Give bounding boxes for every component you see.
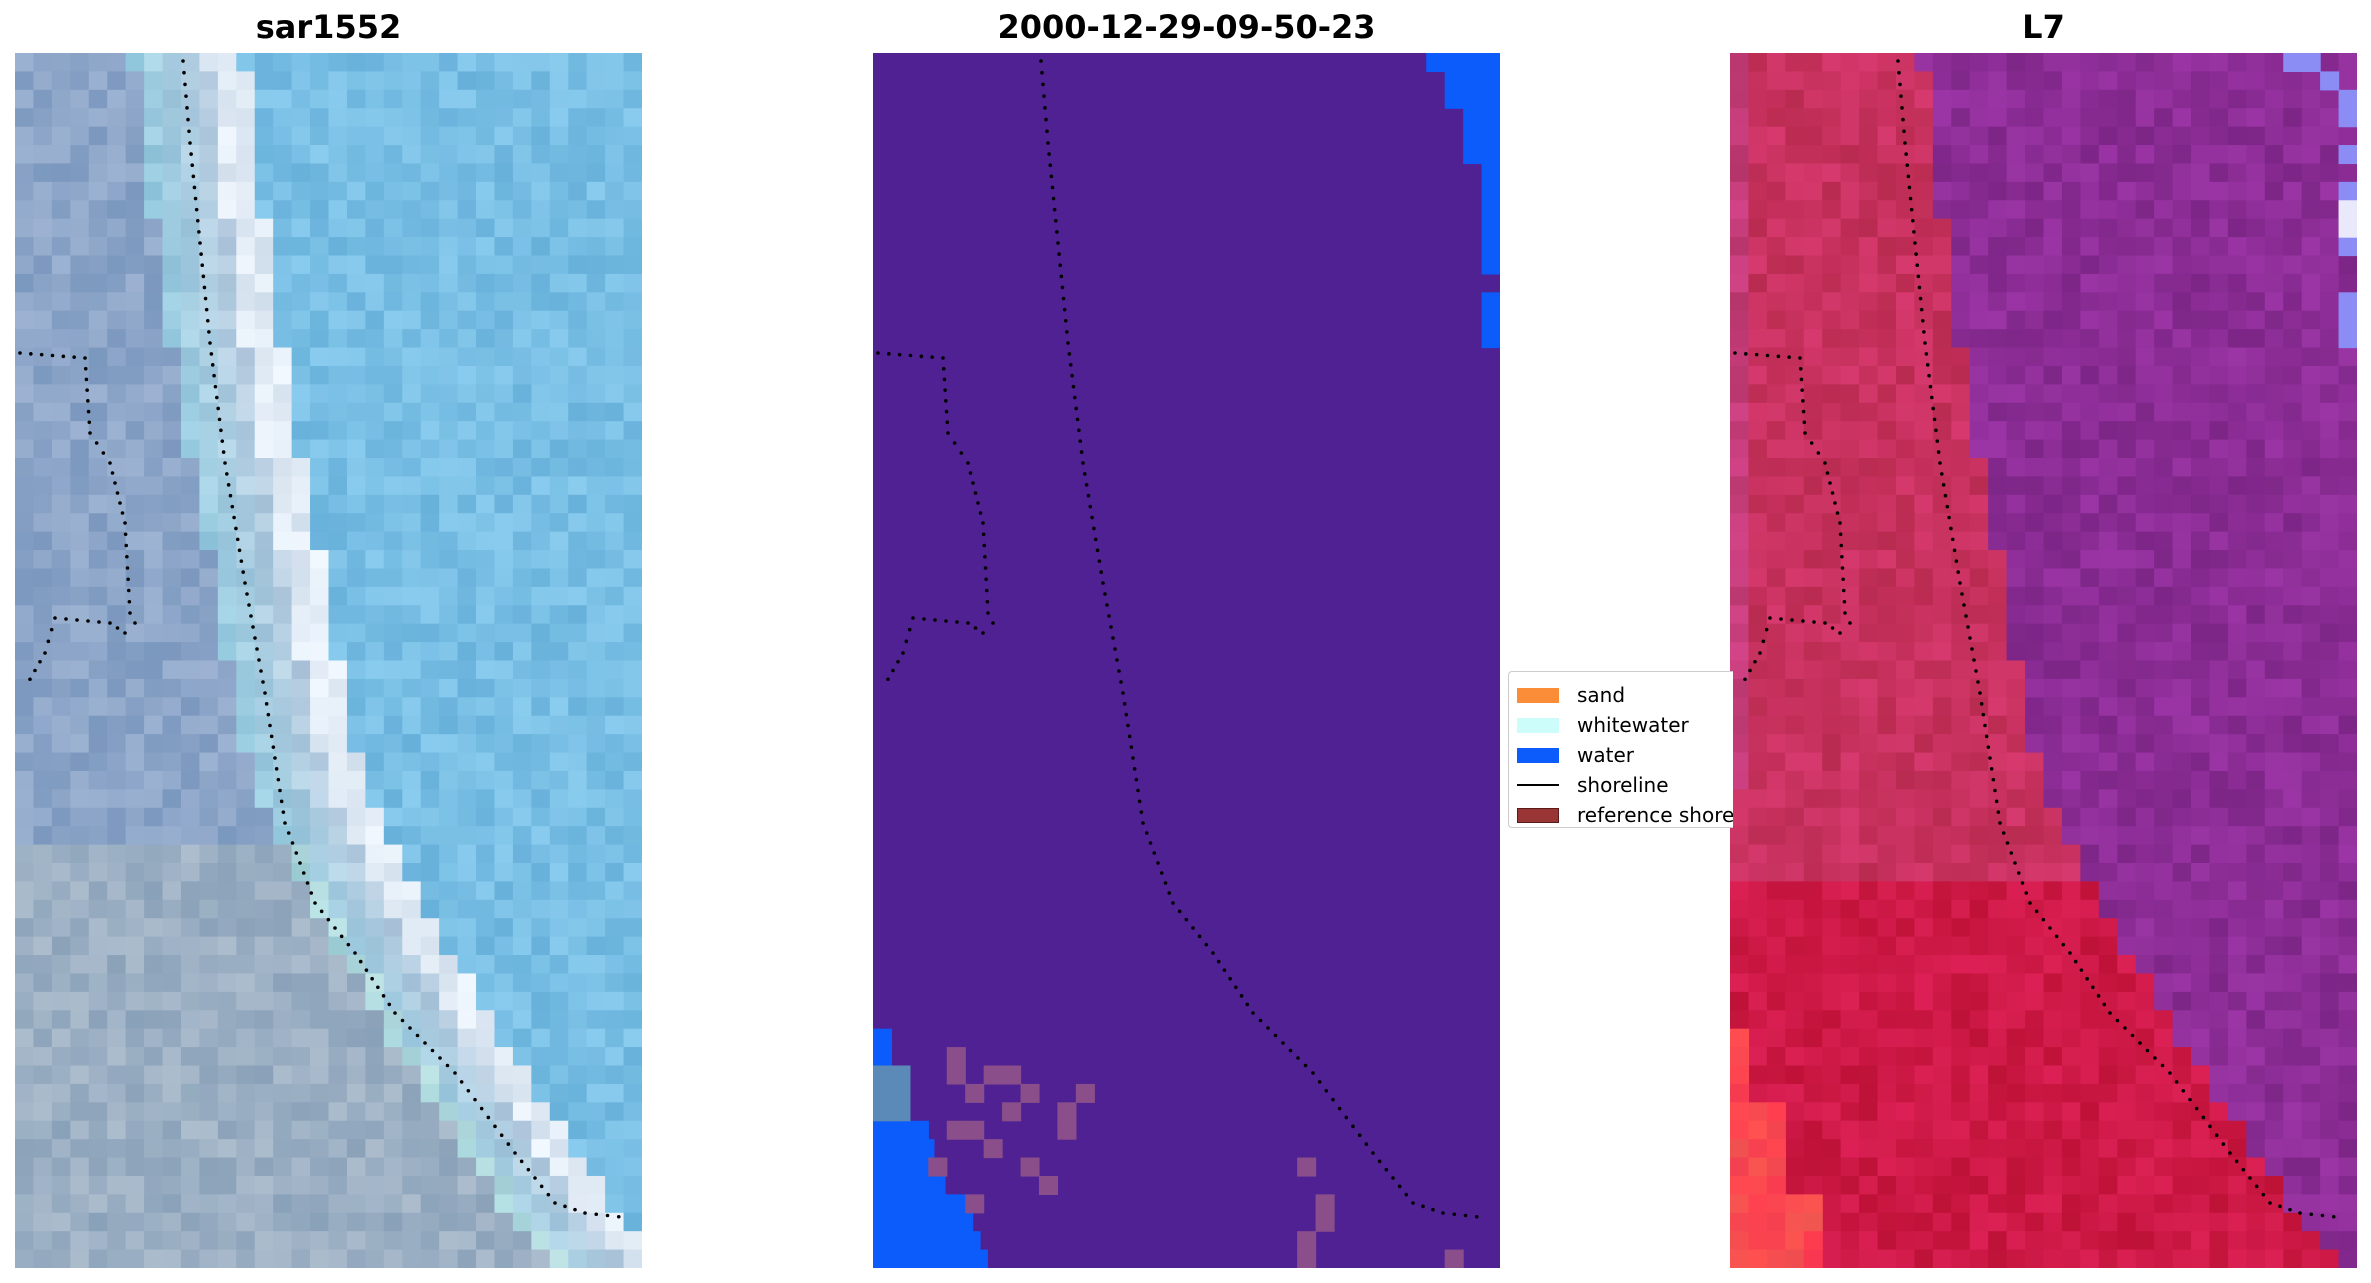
panel-title: 2000-12-29-09-50-23 (997, 8, 1376, 46)
legend-line (1517, 784, 1559, 786)
legend-label: sand (1577, 683, 1626, 707)
legend-item-shoreline: shoreline (1509, 771, 1733, 799)
legend-item-sand: sand (1509, 681, 1733, 709)
rgb-image-canvas (15, 53, 642, 1268)
classified-image (873, 53, 1500, 1268)
legend-label: shoreline (1577, 773, 1669, 797)
legend-label: whitewater (1577, 713, 1689, 737)
legend-swatch (1517, 807, 1559, 823)
legend-label: water (1577, 743, 1634, 767)
legend-swatch (1517, 717, 1559, 733)
false-color-image (1730, 53, 2357, 1268)
false-color-image-canvas (1730, 53, 2357, 1268)
panel-title: L7 (2022, 8, 2065, 46)
rgb-image (15, 53, 642, 1268)
legend-item-reference-shoreline: reference shoreline (1509, 801, 1733, 827)
legend-swatch (1517, 747, 1559, 763)
panel-title: sar1552 (255, 8, 402, 46)
classified-image-canvas (873, 53, 1500, 1268)
legend-item-whitewater: whitewater (1509, 711, 1733, 739)
legend: sand whitewater water shoreline referenc… (1508, 671, 1733, 828)
legend-item-water: water (1509, 741, 1733, 769)
legend-swatch (1517, 687, 1559, 703)
legend-label: reference shoreline (1577, 803, 1733, 827)
